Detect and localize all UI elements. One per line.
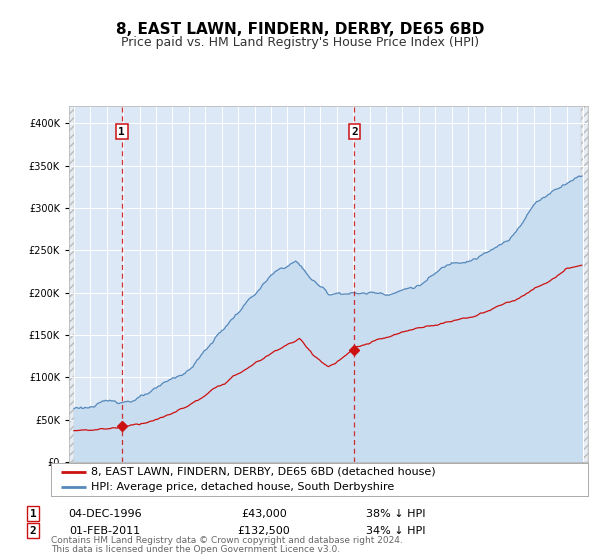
Text: £132,500: £132,500 <box>238 526 290 536</box>
Text: 1: 1 <box>29 508 37 519</box>
Text: 2: 2 <box>29 526 37 536</box>
Text: 38% ↓ HPI: 38% ↓ HPI <box>366 508 426 519</box>
Text: 34% ↓ HPI: 34% ↓ HPI <box>366 526 426 536</box>
Bar <box>69 106 74 462</box>
Text: 8, EAST LAWN, FINDERN, DERBY, DE65 6BD (detached house): 8, EAST LAWN, FINDERN, DERBY, DE65 6BD (… <box>91 467 436 477</box>
Text: 2: 2 <box>351 127 358 137</box>
Text: 1: 1 <box>118 127 125 137</box>
Text: Price paid vs. HM Land Registry's House Price Index (HPI): Price paid vs. HM Land Registry's House … <box>121 36 479 49</box>
Text: 01-FEB-2011: 01-FEB-2011 <box>70 526 140 536</box>
Text: HPI: Average price, detached house, South Derbyshire: HPI: Average price, detached house, Sout… <box>91 482 395 492</box>
Text: 8, EAST LAWN, FINDERN, DERBY, DE65 6BD: 8, EAST LAWN, FINDERN, DERBY, DE65 6BD <box>116 22 484 38</box>
Text: £43,000: £43,000 <box>241 508 287 519</box>
Text: 04-DEC-1996: 04-DEC-1996 <box>68 508 142 519</box>
Text: Contains HM Land Registry data © Crown copyright and database right 2024.: Contains HM Land Registry data © Crown c… <box>51 536 403 545</box>
Text: This data is licensed under the Open Government Licence v3.0.: This data is licensed under the Open Gov… <box>51 545 340 554</box>
Bar <box>581 106 588 462</box>
